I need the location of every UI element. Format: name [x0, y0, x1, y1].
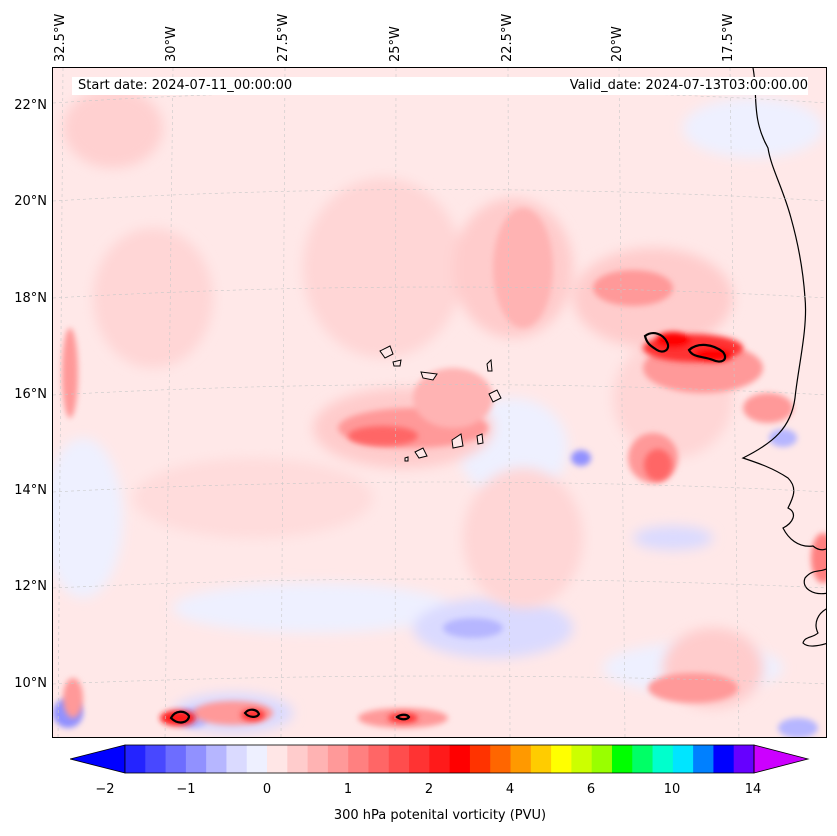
colorbar-segment: [165, 745, 187, 773]
valid-date-label: Valid_date: 2024-07-13T03:00:00.00: [569, 78, 808, 93]
colorbar-segment: [327, 745, 349, 773]
colorbar-segment: [652, 745, 674, 773]
colorbar-segment: [530, 745, 552, 773]
colorbar-tick-label: 2: [424, 782, 434, 797]
colorbar-segment: [713, 745, 735, 773]
pv-map: [52, 67, 827, 738]
colorbar-label: 300 hPa potenital vorticity (PVU): [333, 808, 547, 823]
colorbar-segment: [733, 745, 755, 773]
colorbar-segment: [632, 745, 654, 773]
lon-label-25w: 25°W: [388, 26, 403, 62]
colorbar-tick-label: 10: [663, 782, 681, 797]
colorbar-segment: [388, 745, 410, 773]
lat-label-10n: 10°N: [14, 676, 47, 691]
colorbar-segment: [429, 745, 451, 773]
colorbar-tick-label: 6: [586, 782, 596, 797]
start-date-label: Start date: 2024-07-11_00:00:00: [78, 78, 293, 93]
colorbar-segment: [287, 745, 309, 773]
colorbar-tick-label: 1: [343, 782, 353, 797]
lon-label-22-5w: 22.5°W: [500, 13, 515, 62]
colorbar-min-arrow: [70, 744, 126, 774]
colorbar-tick-label: 14: [744, 782, 762, 797]
lat-label-12n: 12°N: [14, 579, 47, 594]
lat-label-18n: 18°N: [14, 291, 47, 306]
colorbar-tick-label: 0: [262, 782, 272, 797]
colorbar-segment: [490, 745, 512, 773]
lon-label-30w: 30°W: [164, 26, 179, 62]
graticule: [53, 68, 826, 737]
pv-field: [53, 68, 826, 737]
colorbar-segment: [125, 745, 146, 773]
lat-label-14n: 14°N: [14, 483, 47, 498]
date-info-bar: [72, 77, 808, 95]
colorbar-segment: [449, 745, 471, 773]
colorbar-segment: [409, 745, 430, 773]
colorbar-segment: [693, 745, 714, 773]
lat-label-22n: 22°N: [14, 98, 47, 113]
colorbar-segment: [611, 745, 633, 773]
colorbar-segment: [226, 745, 248, 773]
african-coastline: [741, 68, 826, 551]
cape-verde-islands: [379, 345, 502, 462]
colorbar-segments: [125, 745, 755, 773]
colorbar-segment: [246, 745, 268, 773]
colorbar-segment: [185, 745, 207, 773]
colorbar: [70, 744, 810, 774]
colorbar-max-arrow: [753, 744, 810, 774]
lat-label-16n: 16°N: [14, 387, 47, 402]
colorbar-segment: [348, 745, 369, 773]
coastline-gulf: [803, 568, 826, 595]
colorbar-tick-label: −1: [176, 782, 196, 797]
colorbar-segment: [571, 745, 593, 773]
colorbar-segment: [368, 745, 390, 773]
pv-contours: [169, 332, 727, 724]
lat-label-20n: 20°N: [14, 194, 47, 209]
colorbar-segment: [551, 745, 572, 773]
lon-label-20w: 20°W: [610, 26, 625, 62]
lon-label-32-5w: 32.5°W: [53, 13, 68, 62]
colorbar-segment: [267, 745, 288, 773]
colorbar-segment: [469, 745, 491, 773]
colorbar-segment: [145, 745, 167, 773]
colorbar-segment: [510, 745, 532, 773]
colorbar-tick-label: 4: [505, 782, 515, 797]
coastline-south: [802, 608, 826, 647]
colorbar-segment: [591, 745, 613, 773]
colorbar-segment: [307, 745, 329, 773]
lon-label-17-5w: 17.5°W: [721, 13, 736, 62]
colorbar-tick-label: −2: [95, 782, 115, 797]
colorbar-segment: [672, 745, 694, 773]
colorbar-segment: [206, 745, 227, 773]
lon-label-27-5w: 27.5°W: [276, 13, 291, 62]
